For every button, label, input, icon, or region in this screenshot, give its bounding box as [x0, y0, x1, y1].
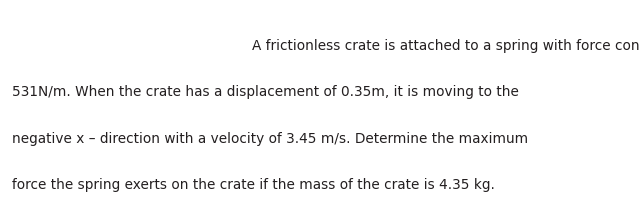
Text: 531N/m. When the crate has a displacement of 0.35m, it is moving to the: 531N/m. When the crate has a displacemen… [12, 85, 518, 99]
Text: negative x – direction with a velocity of 3.45 m/s. Determine the maximum: negative x – direction with a velocity o… [12, 132, 528, 146]
Text: A frictionless crate is attached to a spring with force constant: A frictionless crate is attached to a sp… [252, 39, 639, 53]
Text: force the spring exerts on the crate if the mass of the crate is 4.35 kg.: force the spring exerts on the crate if … [12, 178, 495, 192]
